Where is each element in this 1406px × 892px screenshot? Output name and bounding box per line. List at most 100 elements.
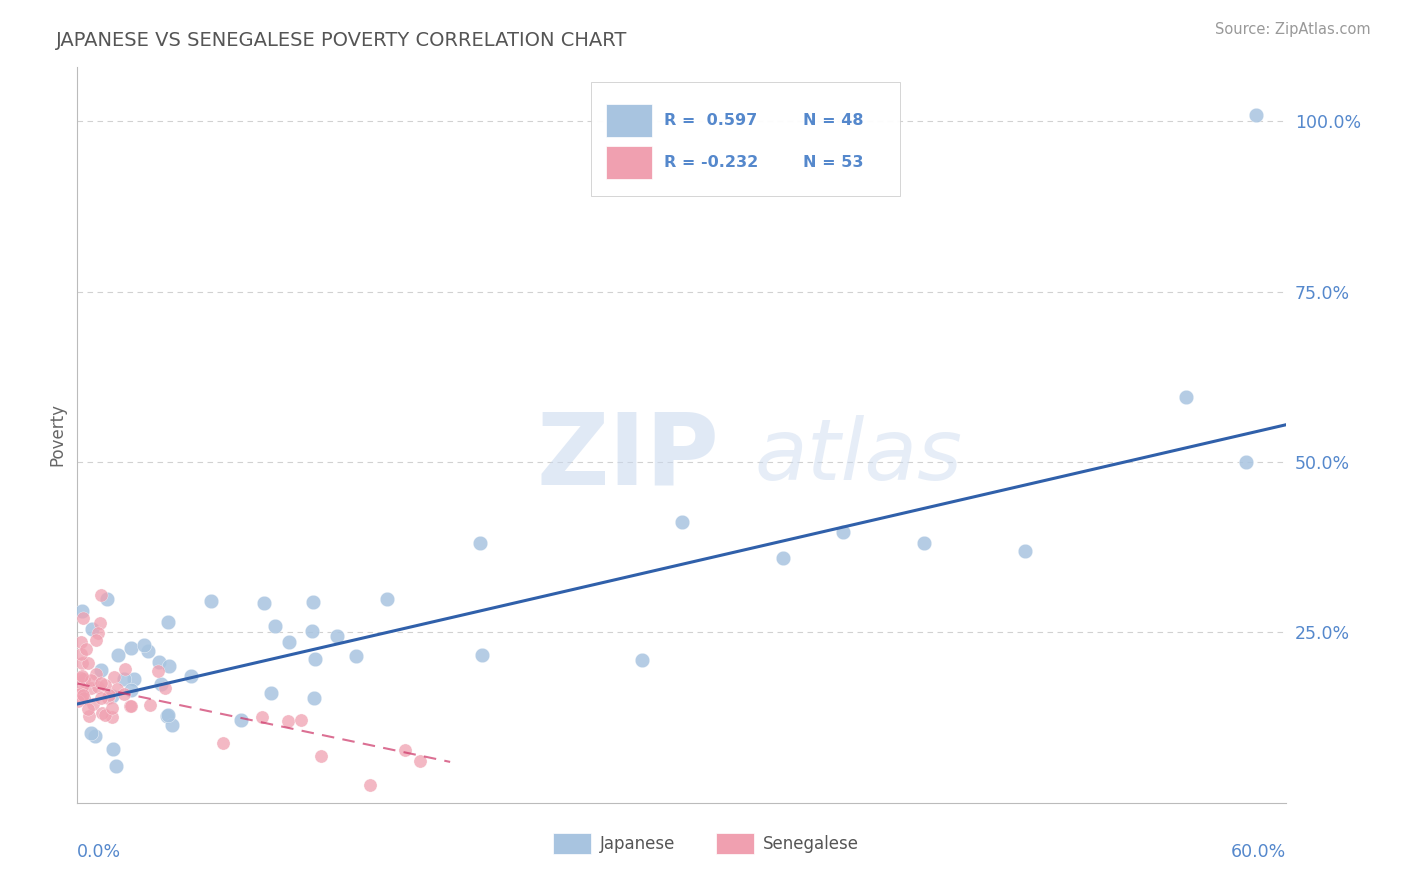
Point — [470, 536, 492, 550]
Point — [118, 699, 141, 714]
Text: Source: ZipAtlas.com: Source: ZipAtlas.com — [1215, 22, 1371, 37]
Point — [157, 615, 180, 629]
Point — [87, 626, 110, 640]
Point — [70, 656, 93, 670]
Point — [90, 676, 112, 690]
Point — [69, 671, 91, 685]
Point — [105, 758, 128, 772]
Point — [156, 707, 179, 722]
FancyBboxPatch shape — [606, 104, 652, 136]
Point — [94, 678, 117, 692]
Point — [70, 685, 93, 699]
Point — [1234, 455, 1257, 469]
Text: atlas: atlas — [755, 416, 963, 499]
Point — [409, 754, 432, 768]
Point — [84, 633, 107, 648]
Point — [278, 635, 301, 649]
Point — [112, 687, 135, 701]
Point — [122, 673, 145, 687]
Point — [212, 736, 235, 750]
Point — [80, 623, 103, 637]
Point — [120, 699, 142, 714]
Point — [73, 691, 96, 706]
Point — [912, 535, 935, 549]
Point — [66, 693, 89, 707]
Point — [1014, 544, 1036, 558]
Text: N = 48: N = 48 — [803, 113, 863, 128]
Point — [1174, 390, 1197, 404]
Point — [326, 629, 349, 643]
Point — [77, 702, 100, 716]
Point — [97, 688, 120, 702]
Point — [72, 669, 94, 683]
Text: 0.0%: 0.0% — [77, 843, 121, 862]
Point — [229, 714, 252, 728]
Point — [84, 667, 107, 681]
Point — [160, 717, 183, 731]
Point — [91, 706, 114, 720]
Point — [100, 710, 122, 724]
FancyBboxPatch shape — [592, 81, 900, 195]
Text: N = 53: N = 53 — [803, 155, 863, 170]
Point — [77, 656, 100, 670]
Point — [150, 677, 173, 691]
Point — [101, 700, 124, 714]
Point — [304, 651, 326, 665]
Point — [97, 690, 120, 705]
Point — [471, 648, 494, 663]
Point — [72, 688, 94, 702]
Point — [90, 588, 112, 602]
Point — [832, 525, 855, 540]
Point — [69, 687, 91, 701]
Text: Japanese: Japanese — [600, 835, 675, 853]
Point — [114, 661, 136, 675]
Point — [1246, 107, 1268, 121]
Point — [264, 619, 287, 633]
Point — [132, 638, 155, 652]
Point — [359, 777, 381, 791]
Point — [73, 672, 96, 686]
Point — [344, 648, 367, 663]
Point — [101, 741, 124, 756]
Point — [70, 690, 93, 705]
Point — [277, 714, 299, 729]
Point — [80, 673, 103, 687]
Point — [87, 680, 110, 694]
Y-axis label: Poverty: Poverty — [48, 403, 66, 467]
Point — [94, 708, 117, 723]
Point — [311, 748, 333, 763]
Point — [84, 729, 107, 743]
Point — [139, 698, 162, 713]
Point — [89, 616, 111, 631]
Point — [250, 709, 273, 723]
Point — [290, 713, 312, 727]
Point — [302, 691, 325, 706]
Point — [77, 708, 100, 723]
Point — [301, 595, 323, 609]
FancyBboxPatch shape — [606, 146, 652, 178]
Point — [136, 644, 159, 658]
Point — [103, 670, 125, 684]
Text: ZIP: ZIP — [537, 409, 720, 506]
Point — [630, 653, 652, 667]
Point — [772, 550, 794, 565]
Point — [96, 592, 118, 607]
Point — [105, 681, 128, 696]
Text: Senegalese: Senegalese — [763, 835, 859, 853]
Point — [82, 698, 104, 712]
Point — [159, 658, 181, 673]
Point — [671, 515, 693, 529]
FancyBboxPatch shape — [553, 833, 592, 855]
Point — [90, 690, 112, 705]
FancyBboxPatch shape — [716, 833, 755, 855]
Point — [120, 640, 142, 655]
Point — [70, 680, 93, 694]
Point — [148, 664, 170, 678]
Point — [80, 681, 103, 695]
Point — [90, 664, 112, 678]
Point — [301, 624, 323, 638]
Point — [260, 686, 283, 700]
Point — [375, 592, 398, 607]
Point — [253, 596, 276, 610]
Text: JAPANESE VS SENEGALESE POVERTY CORRELATION CHART: JAPANESE VS SENEGALESE POVERTY CORRELATI… — [56, 31, 627, 50]
